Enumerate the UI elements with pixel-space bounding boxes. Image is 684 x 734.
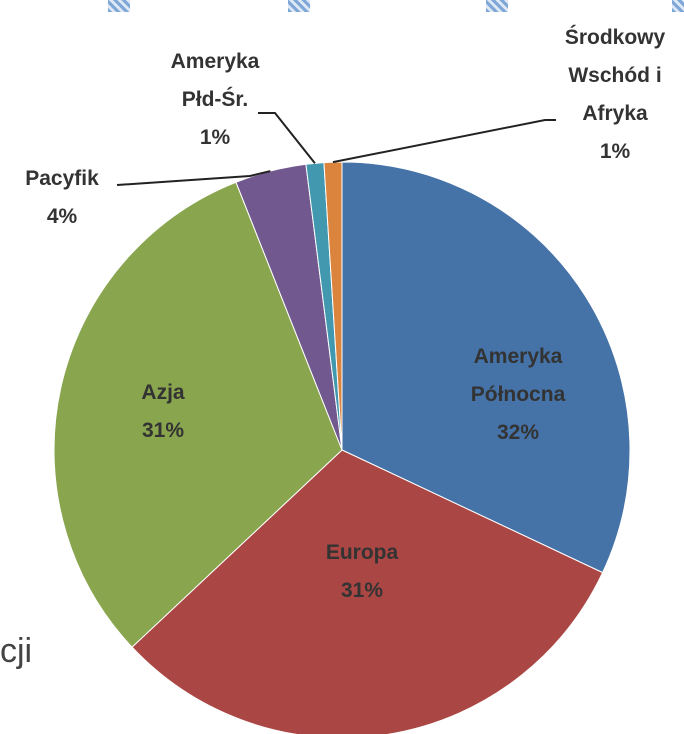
icon (486, 0, 508, 12)
leader-line (258, 112, 316, 164)
data-label: Ameryka Płd-Śr. 1% (155, 43, 275, 157)
leader-line (116, 170, 271, 186)
label-name: Środkowy Wschód i Afryka (564, 26, 666, 125)
data-label: Środkowy Wschód i Afryka 1% (561, 19, 669, 171)
label-name: Ameryka Północna (470, 345, 566, 406)
label-name: Europa (325, 541, 399, 564)
pie-slice (131, 449, 604, 734)
leader-line (332, 119, 556, 164)
label-value: 31% (340, 579, 384, 602)
label-value: 1% (599, 140, 631, 163)
label-value: 31% (141, 419, 185, 442)
label-name: Ameryka Płd-Śr. (170, 50, 260, 111)
label-value: 32% (496, 421, 540, 444)
background-text: cji (0, 632, 33, 670)
label-value: 4% (46, 205, 78, 228)
data-label: Azja 31% (93, 374, 233, 450)
label-value: 1% (199, 126, 231, 149)
data-label: Ameryka Północna 32% (448, 338, 588, 452)
icon (108, 0, 130, 12)
data-label: Pacyfik 4% (2, 160, 122, 236)
label-name: Pacyfik (25, 167, 99, 190)
pie-slice (53, 181, 343, 648)
label-name: Azja (141, 381, 185, 404)
data-label: Europa 31% (292, 534, 432, 610)
icon (672, 0, 684, 12)
pie-slice (323, 161, 343, 451)
icon (288, 0, 310, 12)
pie-slice (341, 161, 631, 574)
